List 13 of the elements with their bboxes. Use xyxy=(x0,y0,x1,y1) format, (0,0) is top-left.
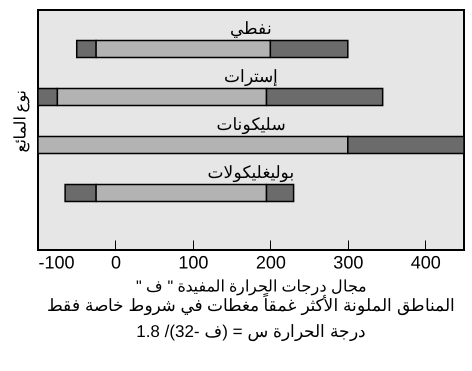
y-tick-label: إسترات xyxy=(224,67,278,87)
text: درجة الحرارة س = (ف -32)/ 1.8 xyxy=(136,322,366,342)
x-tick-label: 400 xyxy=(410,252,441,272)
x-tick-label: 100 xyxy=(178,252,208,272)
x-axis-title: مجال درجات الحرارة المفيدة " ف " xyxy=(136,278,368,296)
x-tick-label: 200 xyxy=(256,252,286,272)
x-tick-label: -100 xyxy=(38,252,75,272)
x-tick-label: 300 xyxy=(333,252,364,272)
y-tick-label: بوليغليكولات xyxy=(208,163,294,183)
y-tick-label: سليكونات xyxy=(216,115,286,135)
y-tick-label: نفطي xyxy=(230,19,272,38)
x-tick-label: 0 xyxy=(110,252,121,272)
y-axis-title: نوع المائع xyxy=(12,90,30,153)
